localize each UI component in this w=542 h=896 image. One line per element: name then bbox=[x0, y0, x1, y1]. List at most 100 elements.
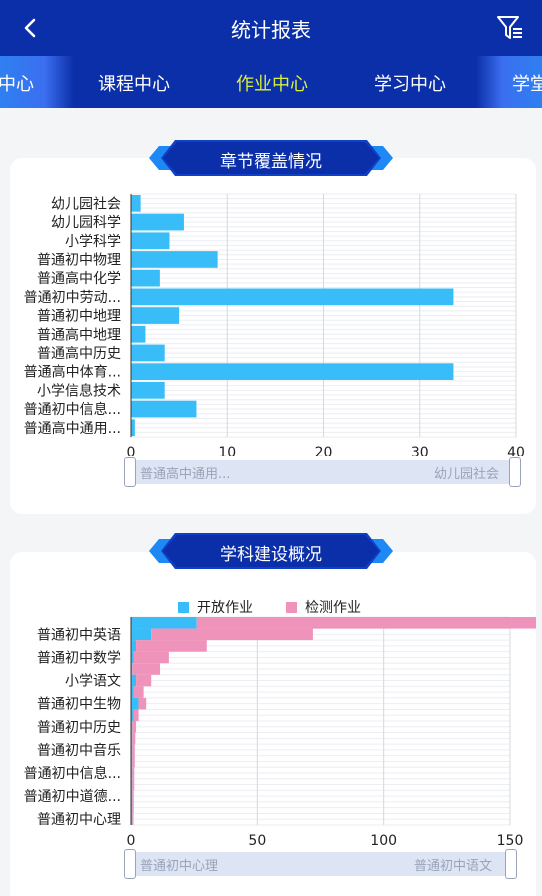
y-category-label: 幼儿园社会 bbox=[51, 196, 121, 212]
bar bbox=[131, 400, 197, 418]
y-category-label: 普通初中生物 bbox=[37, 696, 121, 713]
bar-test-homework bbox=[133, 709, 139, 721]
bar bbox=[131, 419, 135, 437]
tab-course-center[interactable]: 课程中心 bbox=[98, 74, 170, 95]
y-category-label: 普通高中历史 bbox=[37, 345, 121, 362]
filter-button[interactable] bbox=[496, 14, 524, 42]
chevron-left-icon bbox=[24, 18, 36, 38]
bar bbox=[131, 382, 165, 399]
bar bbox=[131, 195, 141, 212]
legend-swatch-open bbox=[178, 602, 189, 613]
bar bbox=[131, 232, 170, 250]
coverage-range-slider[interactable] bbox=[130, 460, 516, 484]
bar-open-homework bbox=[131, 755, 133, 768]
x-tick-label: 50 bbox=[248, 833, 266, 849]
y-category-label: 小学科学 bbox=[65, 234, 121, 250]
tab-center-partial[interactable]: 中心 bbox=[0, 74, 34, 95]
coverage-slider-handle-start[interactable] bbox=[124, 457, 136, 487]
bar-test-homework bbox=[132, 721, 137, 733]
y-category-label: 普通初中历史 bbox=[37, 719, 121, 736]
bar-open-homework bbox=[131, 801, 133, 814]
bar-open-homework bbox=[131, 628, 152, 641]
bar-test-homework bbox=[196, 617, 536, 629]
category-tabs: 中心 课程中心 作业中心 学习中心 学堂 bbox=[0, 56, 542, 108]
subject-slider-handle-start[interactable] bbox=[124, 849, 136, 879]
bar-open-homework bbox=[131, 651, 134, 664]
y-category-label: 小学信息技术 bbox=[37, 382, 121, 399]
tab-homework-center[interactable]: 作业中心 bbox=[236, 74, 308, 95]
tab-learning-center[interactable]: 学习中心 bbox=[374, 74, 446, 95]
bar-open-homework bbox=[131, 778, 133, 791]
bar-open-homework bbox=[131, 617, 197, 629]
legend-label-test: 检测作业 bbox=[305, 600, 361, 616]
x-tick-label: 40 bbox=[507, 445, 525, 456]
page-title: 统计报表 bbox=[231, 18, 311, 42]
bar-open-homework bbox=[131, 721, 133, 733]
bar-open-homework bbox=[131, 813, 133, 825]
bar-open-homework bbox=[131, 697, 139, 710]
bar bbox=[131, 363, 454, 380]
bar bbox=[131, 344, 165, 362]
y-category-label: 普通初中音乐 bbox=[37, 742, 121, 759]
subject-slider-start-label: 普通初中心理 bbox=[140, 859, 219, 874]
coverage-bar-chart: 0 10 20 30 40 幼儿园社会幼儿园科学小学科学普通初中物理普通高中化学普通初中劳… bbox=[24, 193, 525, 456]
tab-classroom-partial[interactable]: 学堂 bbox=[512, 74, 542, 95]
y-category-label: 普通高中化学 bbox=[37, 270, 121, 287]
bar bbox=[131, 307, 180, 324]
bar-open-homework bbox=[131, 744, 133, 756]
bar-open-homework bbox=[131, 732, 133, 745]
bar-test-homework bbox=[132, 663, 161, 675]
bar-open-homework bbox=[131, 790, 133, 802]
bar-test-homework bbox=[133, 651, 169, 664]
legend-swatch-test bbox=[286, 602, 297, 613]
tabs-fade-left bbox=[0, 56, 74, 108]
coverage-title-banner bbox=[149, 140, 393, 176]
bar bbox=[131, 213, 184, 231]
y-category-label: 普通初中地理 bbox=[37, 308, 121, 325]
x-tick-label: 30 bbox=[411, 445, 429, 456]
x-tick-label: 20 bbox=[315, 445, 333, 456]
subject-slider-handle-end[interactable] bbox=[505, 849, 517, 879]
bar-test-homework bbox=[132, 767, 135, 779]
bar-test-homework bbox=[136, 674, 152, 687]
y-category-label: 普通初中数学 bbox=[37, 649, 121, 666]
bar-test-homework bbox=[132, 790, 134, 802]
bar-open-homework bbox=[131, 767, 133, 779]
bar-open-homework bbox=[131, 640, 137, 652]
subject-range-slider[interactable] bbox=[130, 852, 516, 876]
coverage-slider-end-label: 幼儿园社会 bbox=[434, 467, 500, 482]
y-category-label: 普通初中英语 bbox=[37, 626, 121, 643]
bar-test-homework bbox=[132, 801, 134, 814]
bar-test-homework bbox=[133, 686, 144, 698]
x-tick-label: 0 bbox=[127, 445, 136, 456]
y-category-label: 普通初中信息... bbox=[24, 401, 121, 418]
bar-open-homework bbox=[131, 674, 137, 687]
bar bbox=[131, 288, 454, 306]
bar-open-homework bbox=[131, 663, 133, 675]
x-tick-label: 0 bbox=[127, 833, 136, 849]
bar-test-homework bbox=[132, 732, 136, 745]
y-category-label: 普通高中通用... bbox=[24, 420, 121, 437]
y-category-label: 普通初中心理 bbox=[37, 811, 121, 828]
bar bbox=[131, 251, 218, 268]
top-app-bar: 统计报表 bbox=[0, 0, 542, 56]
y-category-label: 普通初中道德... bbox=[24, 788, 121, 805]
coverage-slider-handle-end[interactable] bbox=[509, 457, 521, 487]
subject-title: 学科建设概况 bbox=[220, 545, 322, 565]
tabs-fade-right bbox=[476, 56, 542, 108]
back-button[interactable] bbox=[14, 12, 46, 44]
y-category-label: 普通初中劳动... bbox=[24, 289, 121, 306]
bar bbox=[131, 269, 160, 287]
bar-test-homework bbox=[132, 744, 135, 756]
bar bbox=[131, 325, 146, 343]
subject-card bbox=[10, 552, 536, 896]
filter-list-icon bbox=[497, 16, 522, 39]
subject-bar-chart: 0 50 100 150 普通初中英语普通初中数学小学语文普通初中生物普通初中历史普通初… bbox=[24, 616, 536, 849]
subject-title-banner bbox=[149, 533, 393, 569]
bar-test-homework bbox=[136, 640, 207, 652]
y-category-label: 普通初中物理 bbox=[37, 251, 121, 268]
legend-open-homework[interactable]: 开放作业 bbox=[178, 597, 253, 617]
bar-test-homework bbox=[151, 628, 313, 641]
y-category-label: 普通高中地理 bbox=[37, 326, 121, 343]
legend-test-homework[interactable]: 检测作业 bbox=[286, 597, 361, 617]
